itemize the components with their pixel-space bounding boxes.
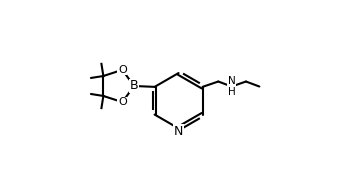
Text: N: N	[174, 125, 183, 138]
Text: O: O	[118, 65, 127, 75]
Text: O: O	[118, 97, 127, 107]
Text: B: B	[130, 80, 138, 93]
Text: N
H: N H	[228, 76, 236, 97]
